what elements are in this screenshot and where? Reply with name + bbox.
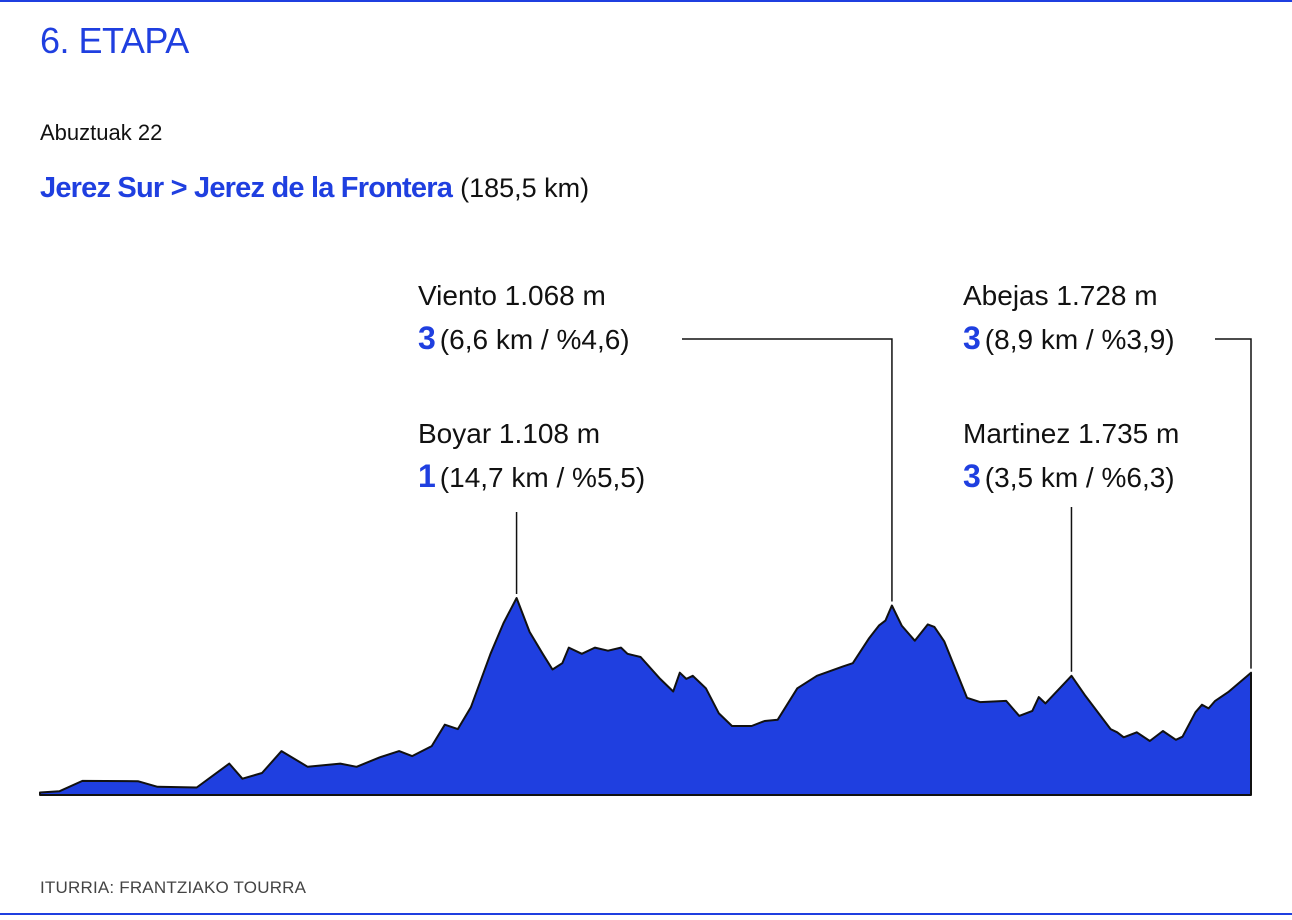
- climb-label-abejas: Abejas 1.728 m 3 (8,9 km / %3,9): [963, 275, 1175, 361]
- climb-details: (8,9 km / %3,9): [984, 324, 1175, 355]
- climb-category: 1: [418, 458, 436, 494]
- climb-details: (3,5 km / %6,3): [984, 462, 1175, 493]
- climb-leader-lines: [515, 338, 1252, 672]
- climb-category: 3: [963, 320, 981, 356]
- bottom-rule: [0, 913, 1292, 915]
- route-distance: (185,5 km): [460, 173, 590, 203]
- route-line: Jerez Sur > Jerez de la Frontera (185,5 …: [40, 172, 589, 205]
- climb-label-martinez: Martinez 1.735 m 3 (3,5 km / %6,3): [963, 413, 1179, 499]
- climb-label-boyar: Boyar 1.108 m 1 (14,7 km / %5,5): [418, 413, 645, 499]
- leader-line-abejas: [1215, 338, 1252, 669]
- top-rule: [0, 0, 1292, 2]
- page-title: 6. ETAPA: [40, 20, 189, 61]
- route-name: Jerez Sur > Jerez de la Frontera: [40, 172, 453, 204]
- source-credit: ITURRIA: FRANTZIAKO TOURRA: [40, 878, 307, 897]
- climb-label-viento: Viento 1.068 m 3 (6,6 km / %4,6): [418, 275, 630, 361]
- leader-line-viento: [682, 338, 893, 602]
- climb-category: 3: [418, 320, 436, 356]
- climb-category: 3: [963, 458, 981, 494]
- climb-details: (6,6 km / %4,6): [439, 324, 630, 355]
- climb-name: Viento 1.068 m: [418, 280, 606, 311]
- elevation-area: [39, 597, 1252, 796]
- climb-name: Boyar 1.108 m: [418, 418, 601, 449]
- climb-name: Martinez 1.735 m: [963, 418, 1180, 449]
- climb-name: Abejas 1.728 m: [963, 280, 1158, 311]
- climb-details: (14,7 km / %5,5): [439, 462, 646, 493]
- stage-date: Abuztuak 22: [40, 120, 163, 145]
